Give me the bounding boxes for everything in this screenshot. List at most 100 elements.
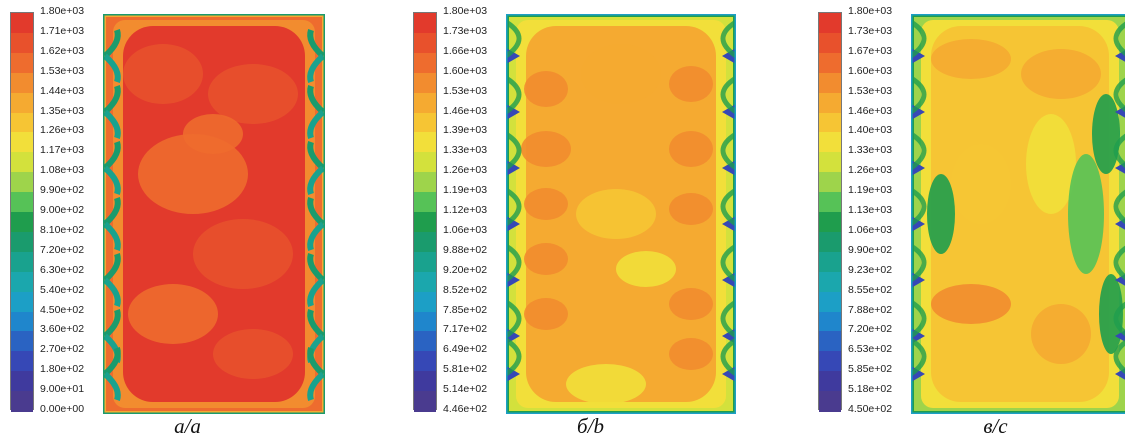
fin-left <box>103 109 121 139</box>
colorbar-swatch <box>819 13 841 34</box>
colorbar-tick-label: 1.53e+03 <box>443 84 488 97</box>
colorbar-swatch <box>11 112 33 133</box>
colorbar-swatch <box>11 52 33 74</box>
colorbar-tick-label: 0.00e+00 <box>40 403 85 415</box>
field-contour-region <box>138 134 248 214</box>
colorbar-swatch <box>819 52 841 74</box>
fin-left-halo <box>911 19 927 59</box>
fin-left <box>103 197 121 227</box>
colorbar-swatch <box>11 251 33 273</box>
colorbar-swatch <box>11 371 33 392</box>
field-contour-region <box>213 329 293 379</box>
fin-left-halo <box>506 243 522 283</box>
colorbar-tick-label: 1.60e+03 <box>848 64 893 77</box>
colorbar-swatch <box>11 331 33 352</box>
fin-left <box>103 221 121 251</box>
fin-right-halo <box>720 299 736 339</box>
panel-a: 1.80e+03 1.71e+03 1.62e+03 1.53e+03 1.44e+03… <box>0 0 375 439</box>
colorbar-swatch <box>819 371 841 392</box>
field-contour-region <box>669 66 713 102</box>
field-contour-region <box>951 144 1011 224</box>
colorbar-tick-label: 1.06e+03 <box>848 223 893 236</box>
colorbar-swatch <box>819 331 841 352</box>
colorbar-swatch <box>819 291 841 313</box>
colorbar-swatch <box>11 351 33 372</box>
fin-right <box>307 53 325 83</box>
temperature-field-map <box>103 14 325 414</box>
field-contour-region <box>123 44 203 104</box>
colorbar-swatch <box>11 231 33 253</box>
fin-right <box>307 29 325 59</box>
colorbar-tick-label: 1.40e+03 <box>848 124 893 137</box>
colorbar <box>818 12 842 412</box>
fin-left-halo <box>506 131 522 171</box>
colorbar <box>413 12 437 412</box>
colorbar-swatch <box>414 112 436 133</box>
fin-right <box>307 109 325 139</box>
field-contour-region <box>669 288 713 320</box>
fin-left <box>103 277 121 307</box>
fin-right-halo <box>720 337 736 377</box>
colorbar-tick-label: 1.53e+03 <box>848 84 893 97</box>
colorbar-swatch <box>11 212 33 233</box>
colorbar-swatch <box>11 132 33 153</box>
colorbar-tick-label: 7.85e+02 <box>443 303 488 316</box>
field-contour-region <box>1021 49 1101 99</box>
colorbar-tick-label: 1.80e+03 <box>40 5 85 17</box>
field-contour-region <box>1092 94 1120 174</box>
field-contour-region <box>669 193 713 225</box>
fin-left-halo <box>506 75 522 115</box>
colorbar-swatch <box>414 271 436 293</box>
colorbar-tick-label: 5.40e+02 <box>40 283 85 296</box>
fin-right-halo <box>720 131 736 171</box>
colorbar-swatch <box>819 72 841 94</box>
colorbar-tick-label: 1.06e+03 <box>443 223 488 236</box>
colorbar <box>10 12 34 412</box>
fin-right <box>307 85 325 115</box>
colorbar-tick-label: 6.49e+02 <box>443 343 488 356</box>
colorbar-swatch <box>11 311 33 332</box>
fin-right-halo <box>720 75 736 115</box>
colorbar-tick-label: 1.26e+03 <box>848 164 893 177</box>
colorbar-tick-label: 1.67e+03 <box>848 44 893 57</box>
panel-caption: б/b <box>577 414 604 438</box>
colorbar-swatch <box>819 391 841 412</box>
colorbar-tick-label: 5.81e+02 <box>443 363 488 376</box>
colorbar-tick-label: 5.14e+02 <box>443 383 488 396</box>
field-contour-region <box>208 64 298 124</box>
field-contour-region <box>524 71 568 107</box>
colorbar-swatch <box>414 132 436 153</box>
fin-right-halo <box>720 187 736 227</box>
colorbar-swatch <box>819 271 841 293</box>
colorbar-tick-label: 1.17e+03 <box>40 144 85 157</box>
field-contour-region <box>616 251 676 287</box>
colorbar-tick-label: 8.55e+02 <box>848 283 893 296</box>
colorbar-tick-label: 5.18e+02 <box>848 383 893 396</box>
fin-right <box>307 309 325 339</box>
field-border <box>911 14 1125 414</box>
fin-left-halo <box>911 337 927 377</box>
fin-left <box>103 309 121 339</box>
field-contour-region <box>931 284 1011 324</box>
field-contour-region <box>524 298 568 330</box>
field-contour-region <box>669 338 713 370</box>
fin-left <box>103 85 121 115</box>
fin-right <box>307 371 325 401</box>
colorbar-tick-label: 9.00e+02 <box>40 204 85 216</box>
fin-left-halo <box>506 337 522 377</box>
fin-left <box>103 165 121 195</box>
colorbar-swatch <box>11 92 33 114</box>
fin-right <box>307 277 325 307</box>
colorbar-tick-label: 8.52e+02 <box>443 283 488 296</box>
colorbar-tick-label: 3.60e+02 <box>40 323 85 336</box>
fin-left-halo <box>911 131 927 171</box>
colorbar-tick-label: 1.62e+03 <box>40 44 85 57</box>
colorbar-swatch <box>819 172 841 193</box>
colorbar-tick-label: 2.70e+02 <box>40 343 85 356</box>
colorbar-tick-label: 1.80e+03 <box>848 5 893 17</box>
colorbar-tick-label: 1.19e+03 <box>848 184 893 197</box>
colorbar-swatch <box>414 172 436 193</box>
colorbar-swatch <box>11 152 33 173</box>
colorbar-tick-label: 1.60e+03 <box>443 64 488 77</box>
colorbar-swatch <box>819 32 841 54</box>
